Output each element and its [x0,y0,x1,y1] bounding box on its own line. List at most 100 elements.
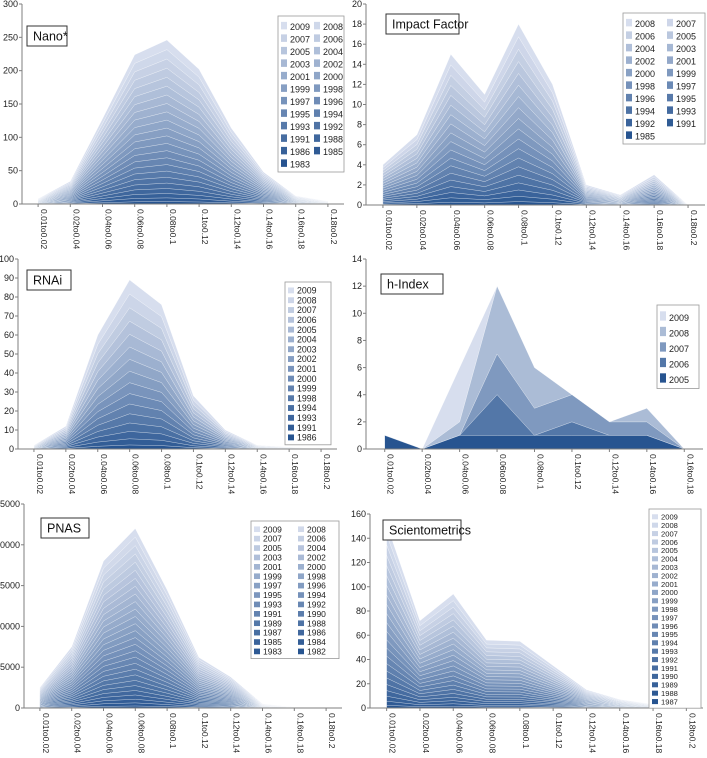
chart-title-box [385,13,460,35]
x-tick-label: 0.01to0.02 [384,210,394,250]
legend-entry: 1999 [297,384,317,394]
legend-entry: 1995 [661,630,678,639]
y-tick-label: 5000 [0,662,20,672]
y-tick-label: 160 [351,509,366,519]
legend-swatch [660,373,666,383]
legend-entry: 1984 [307,637,326,647]
legend-swatch [652,564,658,570]
legend-entry: 1994 [323,109,343,119]
legend-entry: 2001 [297,364,317,374]
legend-entry: 2003 [661,563,678,572]
legend-entry: 2005 [290,47,310,57]
y-tick-label: 60 [4,330,14,340]
legend-entry: 2009 [297,286,317,296]
legend-entry: 1985 [263,637,282,647]
chart-title: PNAS [47,522,81,536]
legend-entry: 2002 [323,59,343,69]
chart-6: 0 20 40 60 80 100 120 140 160 0.01to0.02 0.02to0.0… [351,508,703,753]
legend-entry: 1989 [661,681,678,690]
y-tick-label: 300 [3,0,18,9]
legend-swatch [281,84,287,92]
legend-entry: 2009 [263,524,282,534]
legend-entry: 1983 [263,647,282,657]
legend-swatch [314,134,320,142]
legend-entry: 1986 [307,628,326,638]
chart-title: RNAi [33,274,62,288]
y-tick-label: 0 [357,200,362,210]
legend-swatch [667,93,673,102]
chart-title: h-Index [387,278,429,292]
x-tick-label: 0.04to0.06 [99,454,109,494]
y-tick-label: 200 [3,66,18,76]
legend-swatch [288,395,294,402]
legend-swatch [281,21,287,30]
x-tick-label: 0.04to0.06 [105,713,115,753]
legend-entry: 2007 [297,305,317,315]
y-tick-label: 8 [357,335,362,345]
legend-entry: 1997 [290,97,310,107]
legend-entry: 1991 [290,134,310,144]
legend-swatch [314,46,320,55]
legend-entry: 2002 [635,56,655,66]
legend-swatch [298,648,304,655]
legend-swatch [254,564,260,570]
legend-swatch [652,623,658,629]
x-tick-label: 0.08to0.1 [521,713,531,749]
y-tick-label: 30 [4,387,14,397]
legend-entry: 2009 [661,513,678,522]
legend-swatch [298,535,304,542]
legend-swatch [314,59,320,67]
legend-swatch [254,582,260,589]
y-tick-label: 80 [4,292,14,302]
x-tick-label: 0.02to0.04 [418,210,428,250]
legend-swatch [288,316,294,323]
legend-entry: 1993 [661,647,678,656]
legend-swatch [626,118,632,127]
legend-entry: 1998 [297,393,317,403]
legend-entry: 2006 [661,538,678,547]
legend-entry: 2001 [676,56,696,66]
x-tick-label: 0.16to0.18 [685,454,695,494]
x-tick-label: 0.1to0.12 [573,454,583,490]
legend-swatch [626,106,632,114]
legend-entry: 2003 [263,553,282,563]
legend-entry: 1983 [290,159,310,169]
legend-entry: 2000 [635,69,655,79]
y-tick-label: 0 [357,444,362,454]
x-tick-label: 0.08to0.1 [168,713,178,749]
y-tick-label: 140 [351,533,366,543]
x-tick-label: 0.18to0.2 [327,713,337,749]
y-tick-label: 10 [352,308,362,318]
legend-entry: 1985 [323,147,343,157]
legend-entry: 2000 [297,374,317,384]
legend-entry: 1996 [323,97,343,107]
legend-swatch [281,96,287,105]
x-tick-label: 0.06to0.08 [136,713,146,753]
x-tick-label: 0.02to0.04 [71,209,81,249]
legend-swatch [652,690,658,696]
legend-entry: 2008 [635,19,655,29]
legend-swatch [288,385,294,392]
x-tick-label: 0.1to0.12 [200,713,210,749]
legend-swatch [667,43,673,52]
y-tick-label: 60 [356,630,366,640]
legend-entry: 1993 [290,122,310,132]
legend-swatch [288,424,294,431]
y-tick-label: 2 [357,417,362,427]
y-tick-label: 0 [15,703,20,713]
legend-entry: 2001 [661,580,678,589]
x-tick-label: 0.01to0.02 [35,454,45,494]
x-tick-label: 0.08to0.1 [520,210,530,246]
legend [250,520,340,660]
legend-entry: 2006 [323,34,343,44]
legend-entry: 2006 [297,315,317,325]
legend-entry: 2001 [263,562,282,572]
legend-entry: 1993 [676,106,696,116]
x-tick-label: 0.12to0.14 [232,209,242,249]
chart-title-box [380,273,444,295]
legend-entry: 2002 [307,553,326,563]
y-tick-label: 10000 [0,621,20,631]
y-tick-label: 100 [351,582,366,592]
y-tick-label: 10 [352,100,362,110]
